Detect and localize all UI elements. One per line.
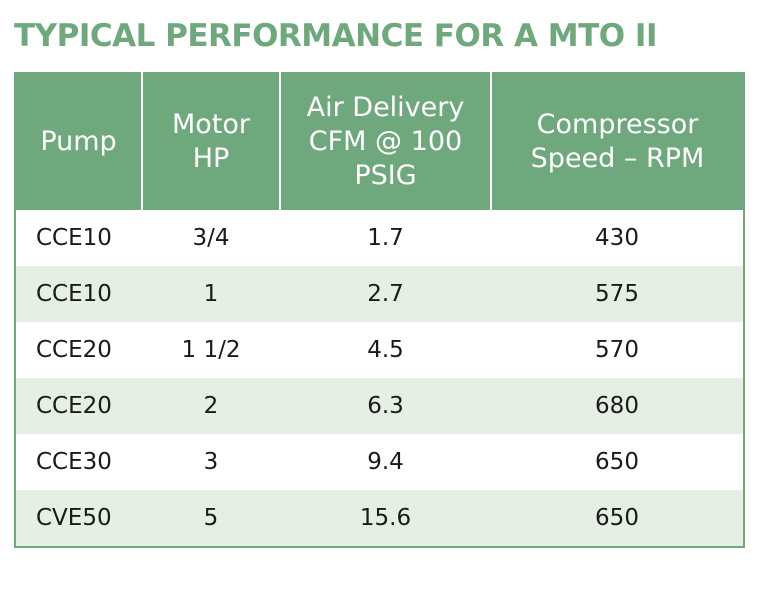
table-header: Pump Motor HP Air Delivery CFM @ 100 PSI…: [15, 73, 744, 210]
cell-compressor-speed: 680: [491, 378, 744, 434]
cell-air-delivery: 6.3: [280, 378, 491, 434]
header-motor-hp-line: Motor: [171, 109, 251, 140]
table-row: CVE50 5 15.6 650: [15, 490, 744, 547]
cell-air-delivery: 9.4: [280, 434, 491, 490]
header-pump-line: Pump: [40, 126, 117, 157]
cell-compressor-speed: 575: [491, 266, 744, 322]
header-air-delivery-line: PSIG: [354, 160, 417, 191]
table-row: CCE30 3 9.4 650: [15, 434, 744, 490]
header-motor-hp: Motor HP: [142, 73, 281, 210]
cell-motor-hp: 3: [142, 434, 280, 490]
cell-air-delivery: 4.5: [280, 322, 491, 378]
header-row: Pump Motor HP Air Delivery CFM @ 100 PSI…: [15, 73, 744, 210]
cell-compressor-speed: 430: [491, 210, 744, 266]
cell-air-delivery: 15.6: [280, 490, 491, 547]
cell-compressor-speed: 650: [491, 434, 744, 490]
performance-table: Pump Motor HP Air Delivery CFM @ 100 PSI…: [14, 72, 745, 548]
cell-air-delivery: 1.7: [280, 210, 491, 266]
cell-pump: CCE20: [15, 378, 142, 434]
cell-air-delivery: 2.7: [280, 266, 491, 322]
table-row: CCE20 2 6.3 680: [15, 378, 744, 434]
table-row: CCE20 1 1/2 4.5 570: [15, 322, 744, 378]
cell-pump: CCE30: [15, 434, 142, 490]
cell-motor-hp: 3/4: [142, 210, 280, 266]
cell-motor-hp: 1: [142, 266, 280, 322]
cell-pump: CCE10: [15, 210, 142, 266]
table-body: CCE10 3/4 1.7 430 CCE10 1 2.7 575 CCE20 …: [15, 210, 744, 547]
header-compressor-speed: Compressor Speed – RPM: [491, 73, 744, 210]
header-air-delivery-line: CFM @ 100: [308, 126, 463, 157]
header-air-delivery: Air Delivery CFM @ 100 PSIG: [280, 73, 492, 210]
header-motor-hp-line: HP: [192, 143, 230, 174]
cell-pump: CCE20: [15, 322, 142, 378]
table-row: CCE10 1 2.7 575: [15, 266, 744, 322]
cell-motor-hp: 2: [142, 378, 280, 434]
cell-motor-hp: 1 1/2: [142, 322, 280, 378]
cell-compressor-speed: 650: [491, 490, 744, 547]
cell-pump: CCE10: [15, 266, 142, 322]
header-pump: Pump: [15, 73, 143, 210]
table-row: CCE10 3/4 1.7 430: [15, 210, 744, 266]
cell-motor-hp: 5: [142, 490, 280, 547]
header-compressor-speed-line: Speed – RPM: [530, 143, 705, 174]
header-air-delivery-line: Air Delivery: [306, 92, 465, 123]
cell-compressor-speed: 570: [491, 322, 744, 378]
cell-pump: CVE50: [15, 490, 142, 547]
header-compressor-speed-line: Compressor: [536, 109, 699, 140]
page-title: TYPICAL PERFORMANCE FOR A MTO II: [14, 18, 658, 54]
